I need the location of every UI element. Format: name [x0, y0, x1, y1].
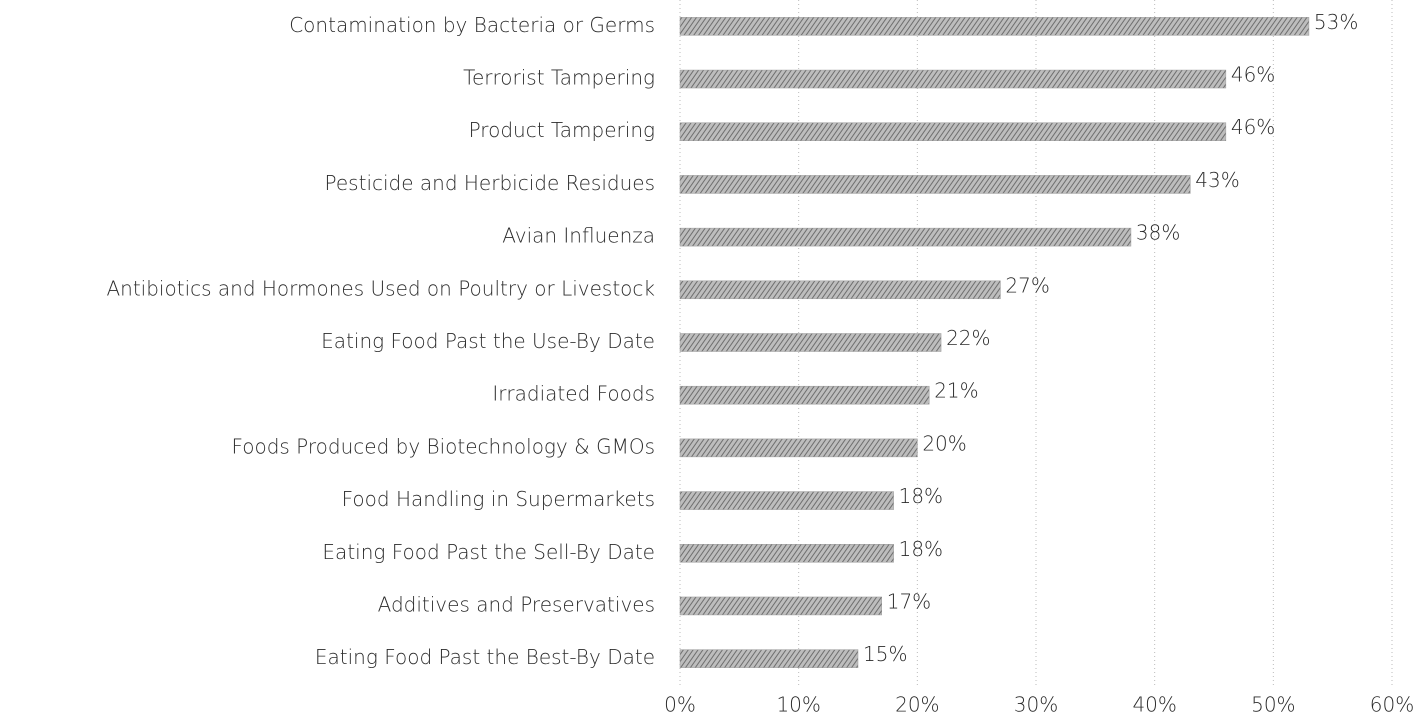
y-tick-label: Food Handling in Supermarkets	[342, 487, 655, 511]
bar	[679, 69, 1227, 89]
x-tick-label: 20%	[895, 693, 939, 717]
bar	[679, 491, 894, 510]
y-tick-label: Antibiotics and Hormones Used on Poultry…	[106, 276, 655, 300]
data-label: 17%	[887, 589, 931, 613]
y-tick-label: Foods Produced by Biotechnology & GMOs	[231, 434, 655, 458]
data-label: 27%	[1005, 273, 1049, 297]
data-label: 46%	[1231, 115, 1275, 139]
data-label: 46%	[1231, 63, 1275, 87]
bar	[679, 175, 1191, 194]
data-label: 20%	[922, 431, 966, 455]
data-label: 21%	[934, 379, 978, 403]
y-tick-label: Terrorist Tampering	[463, 66, 655, 90]
bar	[679, 333, 942, 352]
x-tick-label: 40%	[1132, 693, 1176, 717]
x-tick-label: 60%	[1370, 693, 1414, 717]
data-label: 38%	[1136, 221, 1180, 245]
bar	[679, 17, 1310, 36]
bar	[679, 438, 918, 458]
y-tick-label: Eating Food Past the Sell-By Date	[322, 540, 655, 564]
y-tick-label: Eating Food Past the Best-By Date	[315, 645, 655, 669]
y-tick-label: Avian Influenza	[502, 224, 655, 248]
data-label: 53%	[1314, 10, 1358, 34]
x-tick-label: 50%	[1251, 693, 1295, 717]
y-tick-label: Product Tampering	[469, 118, 655, 142]
data-label: 22%	[946, 326, 990, 350]
x-tick-label: 10%	[776, 693, 820, 717]
y-tick-label: Contamination by Bacteria or Germs	[289, 13, 655, 37]
data-label: 18%	[899, 484, 943, 508]
bar	[679, 385, 930, 405]
y-tick-label: Eating Food Past the Use-By Date	[321, 329, 655, 353]
x-tick-label: 0%	[664, 693, 696, 717]
y-tick-label: Irradiated Foods	[492, 382, 655, 406]
bar	[679, 649, 859, 668]
bar	[679, 544, 894, 563]
y-tick-label: Pesticide and Herbicide Residues	[325, 171, 655, 195]
data-label: 15%	[863, 642, 907, 666]
x-tick-label: 30%	[1014, 693, 1058, 717]
y-tick-label: Additives and Preservatives	[378, 592, 655, 616]
data-label: 43%	[1195, 168, 1239, 192]
data-label: 18%	[899, 537, 943, 561]
bar	[679, 227, 1132, 247]
bar	[679, 596, 882, 616]
bar	[679, 122, 1227, 141]
bar	[679, 280, 1001, 300]
